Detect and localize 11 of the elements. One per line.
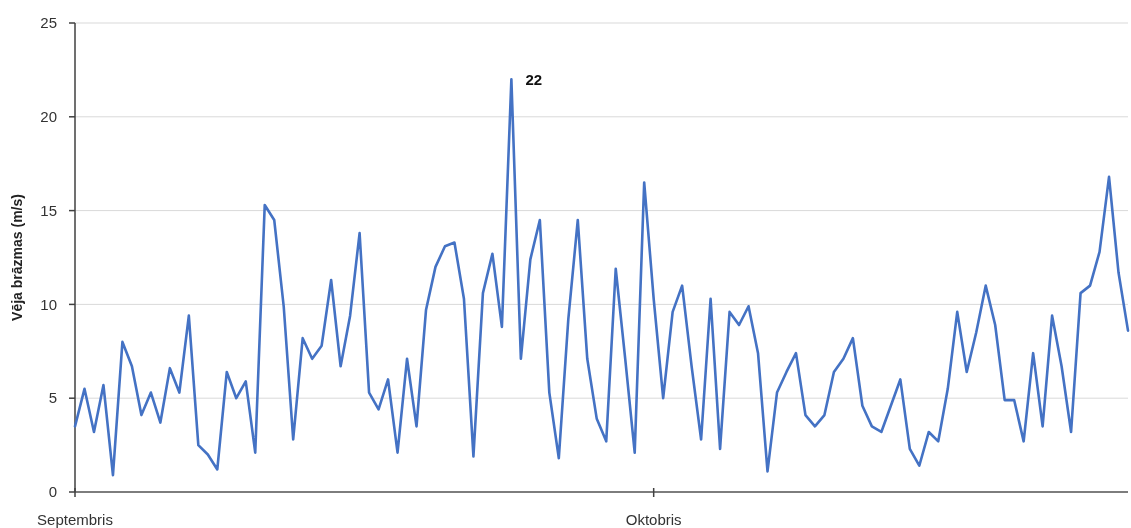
y-axis-title: Vēja brāzmas (m/s) <box>9 194 25 321</box>
x-tick-label: Septembris <box>37 511 113 528</box>
y-tick-label: 10 <box>40 295 57 313</box>
annotation: 22 <box>525 71 543 89</box>
y-tick-label: 25 <box>40 14 57 32</box>
y-tick-label: 15 <box>40 201 57 219</box>
y-tick-label: 5 <box>48 389 57 407</box>
line-series <box>73 77 1130 477</box>
y-tick-label: 0 <box>48 483 57 501</box>
x-tick-label: Oktobris <box>625 511 682 528</box>
y-tick-label: 20 <box>40 108 57 126</box>
